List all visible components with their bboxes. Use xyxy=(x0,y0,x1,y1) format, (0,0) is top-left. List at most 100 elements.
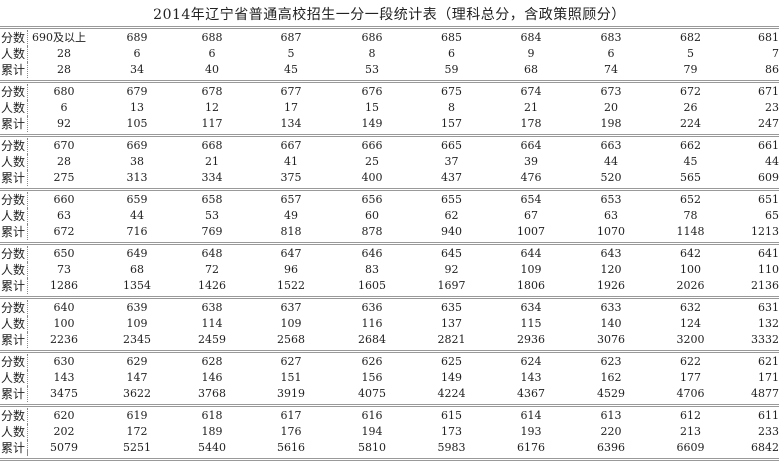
table-cell: 5 xyxy=(687,47,694,60)
table-cell: 639 xyxy=(126,301,148,314)
table-cell: 6 xyxy=(60,101,68,114)
table-cell: 6 xyxy=(133,47,141,60)
row-label: 人数 xyxy=(0,46,28,62)
table-cell: 313 xyxy=(126,171,148,184)
table-cell: 3919 xyxy=(277,387,305,400)
row-label: 分数 xyxy=(0,408,28,424)
table-row-cumulative: 累计 5079 5251 5440 5616 5810 5983 6176 6396 6609 68… xyxy=(0,440,779,456)
table-cell: 645 xyxy=(441,247,462,260)
table-cell: 624 xyxy=(520,355,542,368)
table-cell: 617 xyxy=(280,409,302,422)
table-cell: 60 xyxy=(365,209,379,222)
table-cell: 213 xyxy=(680,425,701,438)
table-cell: 4367 xyxy=(517,387,545,400)
table-cell: 1926 xyxy=(597,279,625,292)
table-cell: 4075 xyxy=(358,387,386,400)
row-label: 人数 xyxy=(0,208,28,224)
row-label: 累计 xyxy=(0,224,28,240)
table-cell: 74 xyxy=(604,63,618,76)
table-cell: 685 xyxy=(441,31,462,44)
table-cell: 7 xyxy=(772,47,779,60)
row-label: 人数 xyxy=(0,424,28,440)
table-cell: 625 xyxy=(441,355,462,368)
table-cell: 680 xyxy=(53,85,75,98)
table-cell: 655 xyxy=(441,193,462,206)
table-cell: 247 xyxy=(758,117,779,130)
table-cell: 656 xyxy=(361,193,383,206)
table-cell: 147 xyxy=(126,371,148,384)
table-row-count: 人数 6 13 12 17 15 8 21 20 26 23 xyxy=(0,100,779,116)
table-cell: 684 xyxy=(520,31,542,44)
table-block: 分数 670 669 668 667 666 665 664 663 662 661 人数 28 38 21… xyxy=(0,134,779,188)
table-cell: 334 xyxy=(201,171,223,184)
table-block: 分数 690及以上 689 688 687 686 685 684 683 682 681 人数 28 6… xyxy=(0,26,779,80)
table-cell: 105 xyxy=(126,117,148,130)
table-cell: 651 xyxy=(758,193,779,206)
table-cell: 143 xyxy=(53,371,75,384)
table-cell: 565 xyxy=(680,171,701,184)
table-cell: 375 xyxy=(280,171,302,184)
table-cell: 151 xyxy=(280,371,302,384)
table-cell: 124 xyxy=(680,317,701,330)
table-cell: 437 xyxy=(441,171,462,184)
table-cell: 631 xyxy=(758,301,779,314)
table-cell: 6 xyxy=(448,47,455,60)
table-block: 分数 640 639 638 637 636 635 634 633 632 631 人数 100 109… xyxy=(0,296,779,350)
table-row-count: 人数 73 68 72 96 83 92 109 120 100 110 xyxy=(0,262,779,278)
table-row-cumulative: 累计 3475 3622 3768 3919 4075 4224 4367 4529 4706 48… xyxy=(0,386,779,402)
table-cell: 634 xyxy=(520,301,542,314)
row-label: 分数 xyxy=(0,354,28,370)
table-cell: 28 xyxy=(57,155,71,168)
table-cell: 1286 xyxy=(50,279,78,292)
table-cell: 640 xyxy=(53,301,75,314)
table-cell: 940 xyxy=(441,225,462,238)
table-cell: 878 xyxy=(361,225,383,238)
row-label: 累计 xyxy=(0,116,28,132)
table-cell: 679 xyxy=(126,85,148,98)
table-cell: 672 xyxy=(680,85,701,98)
table-cell: 626 xyxy=(361,355,383,368)
table-cell: 646 xyxy=(361,247,383,260)
table-cell: 176 xyxy=(280,425,302,438)
table-cell: 678 xyxy=(201,85,223,98)
table-cell: 63 xyxy=(57,209,71,222)
table-cell: 6842 xyxy=(751,441,779,454)
table-cell: 92 xyxy=(57,117,71,130)
table-row-count: 人数 100 109 114 109 116 137 115 140 124 132 xyxy=(0,316,779,332)
table-cell: 636 xyxy=(361,301,383,314)
table-cell: 53 xyxy=(205,209,219,222)
table-cell: 5983 xyxy=(437,441,466,454)
table-cell: 115 xyxy=(520,317,542,330)
table-cell: 189 xyxy=(201,425,223,438)
table-row-count: 人数 63 44 53 49 60 62 67 63 78 65 xyxy=(0,208,779,224)
table-cell: 38 xyxy=(130,155,144,168)
table-row-score: 分数 630 629 628 627 626 625 624 623 622 621 xyxy=(0,354,779,370)
table-cell: 1007 xyxy=(517,225,545,238)
table-cell: 1070 xyxy=(597,225,625,238)
table-cell: 629 xyxy=(126,355,148,368)
table-row-cumulative: 累计 1286 1354 1426 1522 1605 1697 1806 1926 2026 21… xyxy=(0,278,779,294)
table-cell: 670 xyxy=(53,139,75,152)
table-cell: 2684 xyxy=(358,333,386,346)
table-cell: 635 xyxy=(441,301,462,314)
table-row-score: 分数 620 619 618 617 616 615 614 613 612 611 xyxy=(0,408,779,424)
table-cell: 40 xyxy=(205,63,219,76)
table-cell: 5079 xyxy=(50,441,78,454)
table-cell: 44 xyxy=(765,155,779,168)
table-cell: 681 xyxy=(758,31,779,44)
table-row-score: 分数 640 639 638 637 636 635 634 633 632 631 xyxy=(0,300,779,316)
table-block: 分数 630 629 628 627 626 625 624 623 622 621 人数 143 147… xyxy=(0,350,779,404)
table-cell: 675 xyxy=(441,85,462,98)
table-cell: 641 xyxy=(758,247,779,260)
table-cell: 676 xyxy=(361,85,383,98)
row-label: 累计 xyxy=(0,62,28,78)
table-cell: 4224 xyxy=(437,387,466,400)
row-label: 累计 xyxy=(0,170,28,186)
table-cell: 8 xyxy=(448,101,455,114)
table-row-cumulative: 累计 672 716 769 818 878 940 1007 1070 1148 1213 xyxy=(0,224,779,240)
table-cell: 4706 xyxy=(676,387,705,400)
table-cell: 628 xyxy=(201,355,223,368)
table-cell: 674 xyxy=(520,85,542,98)
table-cell: 9 xyxy=(527,47,535,60)
table-cell: 621 xyxy=(758,355,779,368)
